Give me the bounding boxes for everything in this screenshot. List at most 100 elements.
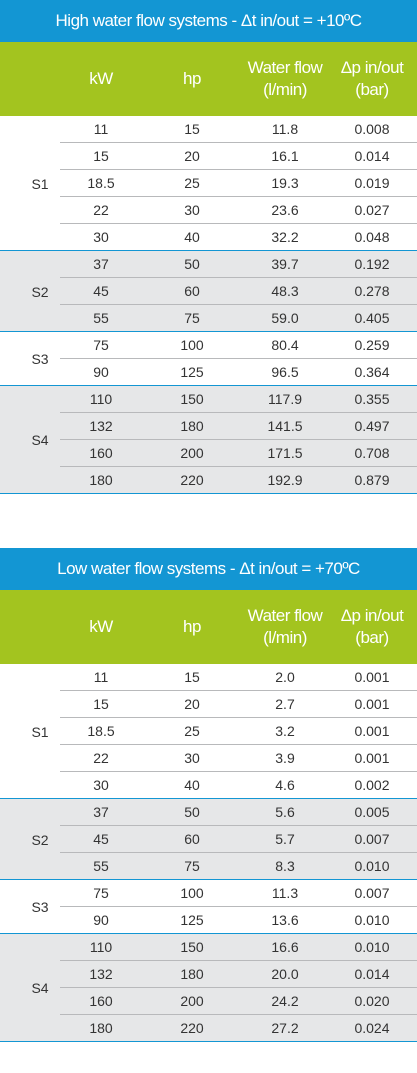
- group-label: S1: [31, 723, 49, 740]
- table-row: 22 30 23.6 0.027: [60, 197, 417, 224]
- cell: 192.9: [267, 472, 303, 488]
- table-row: 45 60 5.7 0.007: [60, 826, 417, 853]
- cell: 0.001: [354, 723, 390, 739]
- cell: 16.6: [271, 939, 299, 955]
- table-row: 75 100 80.4 0.259: [60, 332, 417, 359]
- cell: 16.1: [271, 148, 299, 164]
- cell: 0.020: [354, 993, 390, 1009]
- cell: 20.0: [271, 966, 299, 982]
- table-row: 37 50 39.7 0.192: [60, 251, 417, 278]
- table-row: 160 200 24.2 0.020: [60, 988, 417, 1015]
- cell: 0.278: [354, 283, 390, 299]
- row-group: S2 37 50 5.6 0.005 45 60 5.7 0.007 55 75 8.3 0.010: [0, 799, 417, 880]
- cell: 150: [180, 939, 204, 955]
- cell: 25: [184, 723, 200, 739]
- cell: 20: [184, 148, 200, 164]
- cell: 0.010: [354, 939, 390, 955]
- cell: 18.5: [87, 723, 115, 739]
- table-row: 90 125 96.5 0.364: [60, 359, 417, 386]
- cell: 180: [180, 418, 204, 434]
- cell: 0.001: [354, 669, 390, 685]
- cell: 2.0: [275, 669, 295, 685]
- cell: 110: [89, 939, 113, 955]
- cell: 0.192: [354, 256, 390, 272]
- table-row: 30 40 32.2 0.048: [60, 224, 417, 251]
- header-line: hp: [183, 617, 201, 636]
- cell: 50: [184, 804, 200, 820]
- cell: 132: [89, 966, 113, 982]
- cell: 160: [89, 445, 113, 461]
- table-row: 110 150 117.9 0.355: [60, 386, 417, 413]
- cell: 75: [93, 337, 109, 353]
- header-line: hp: [183, 69, 201, 88]
- header-line: (bar): [355, 628, 389, 647]
- cell: 0.008: [354, 121, 390, 137]
- cell: 22: [93, 202, 109, 218]
- cell: 75: [184, 858, 200, 874]
- group-label: S2: [31, 831, 49, 848]
- cell: 37: [93, 804, 109, 820]
- cell: 5.6: [275, 804, 295, 820]
- group-label: S2: [31, 283, 49, 300]
- group-label: S3: [31, 351, 49, 367]
- header-cell: Water flow (l/min): [235, 42, 335, 116]
- table-header: kW hp Water flow (l/min) Δp in/out (bar): [0, 42, 417, 116]
- cell: 3.9: [275, 750, 295, 766]
- cell: 5.7: [275, 831, 295, 847]
- cell: 100: [180, 885, 204, 901]
- cell: 0.024: [354, 1020, 390, 1036]
- cell: 20: [184, 696, 200, 712]
- cell: 171.5: [267, 445, 303, 461]
- cell: 100: [180, 337, 204, 353]
- row-group: S4 110 150 16.6 0.010 132 180 20.0 0.014 160 200 24…: [0, 934, 417, 1042]
- header-cell: hp: [157, 42, 227, 116]
- cell: 125: [180, 364, 204, 380]
- cell: 55: [93, 858, 109, 874]
- table-title: High water flow systems - Δt in/out = +1…: [0, 0, 417, 42]
- cell: 24.2: [271, 993, 299, 1009]
- cell: 125: [180, 912, 204, 928]
- table-row: 180 220 27.2 0.024: [60, 1015, 417, 1042]
- table-row: 11 15 11.8 0.008: [60, 116, 417, 143]
- table-row: 15 20 2.7 0.001: [60, 691, 417, 718]
- row-group: S4 110 150 117.9 0.355 132 180 141.5 0.497 160 200…: [0, 386, 417, 494]
- cell: 45: [93, 831, 109, 847]
- cell: 55: [93, 310, 109, 326]
- cell: 200: [180, 993, 204, 1009]
- table-row: 18.5 25 19.3 0.019: [60, 170, 417, 197]
- cell: 30: [184, 202, 200, 218]
- cell: 15: [93, 696, 109, 712]
- header-line: Δp in/out: [340, 606, 404, 625]
- cell: 117.9: [268, 391, 302, 407]
- header-cell: kW: [66, 590, 136, 664]
- cell: 0.001: [354, 696, 390, 712]
- cell: 8.3: [275, 858, 295, 874]
- cell: 18.5: [87, 175, 115, 191]
- header-cell: Water flow (l/min): [235, 590, 335, 664]
- table-row: 75 100 11.3 0.007: [60, 880, 417, 907]
- table: Low water flow systems - Δt in/out = +70…: [0, 548, 417, 1070]
- header-line: (l/min): [263, 628, 307, 647]
- cell: 0.007: [354, 885, 390, 901]
- cell: 0.497: [354, 418, 390, 434]
- cell: 0.405: [354, 310, 390, 326]
- cell: 59.0: [271, 310, 299, 326]
- cell: 220: [180, 472, 204, 488]
- cell: 15: [184, 669, 200, 685]
- row-group: S2 37 50 39.7 0.192 45 60 48.3 0.278 55 75 59.0 0.40…: [0, 251, 417, 332]
- table-row: 55 75 8.3 0.010: [60, 853, 417, 880]
- table-row: 55 75 59.0 0.405: [60, 305, 417, 332]
- cell: 75: [184, 310, 200, 326]
- cell: 40: [184, 777, 200, 793]
- table-row: 22 30 3.9 0.001: [60, 745, 417, 772]
- cell: 180: [89, 1020, 113, 1036]
- cell: 132: [89, 418, 113, 434]
- cell: 23.6: [271, 202, 299, 218]
- row-group: S3 75 100 11.3 0.007 90 125 13.6 0.010: [0, 880, 417, 934]
- cell: 32.2: [271, 229, 299, 245]
- table-row: 160 200 171.5 0.708: [60, 440, 417, 467]
- group-label: S1: [31, 175, 49, 192]
- header-cell: kW: [66, 42, 136, 116]
- cell: 0.355: [354, 391, 390, 407]
- cell: 11.3: [271, 885, 299, 901]
